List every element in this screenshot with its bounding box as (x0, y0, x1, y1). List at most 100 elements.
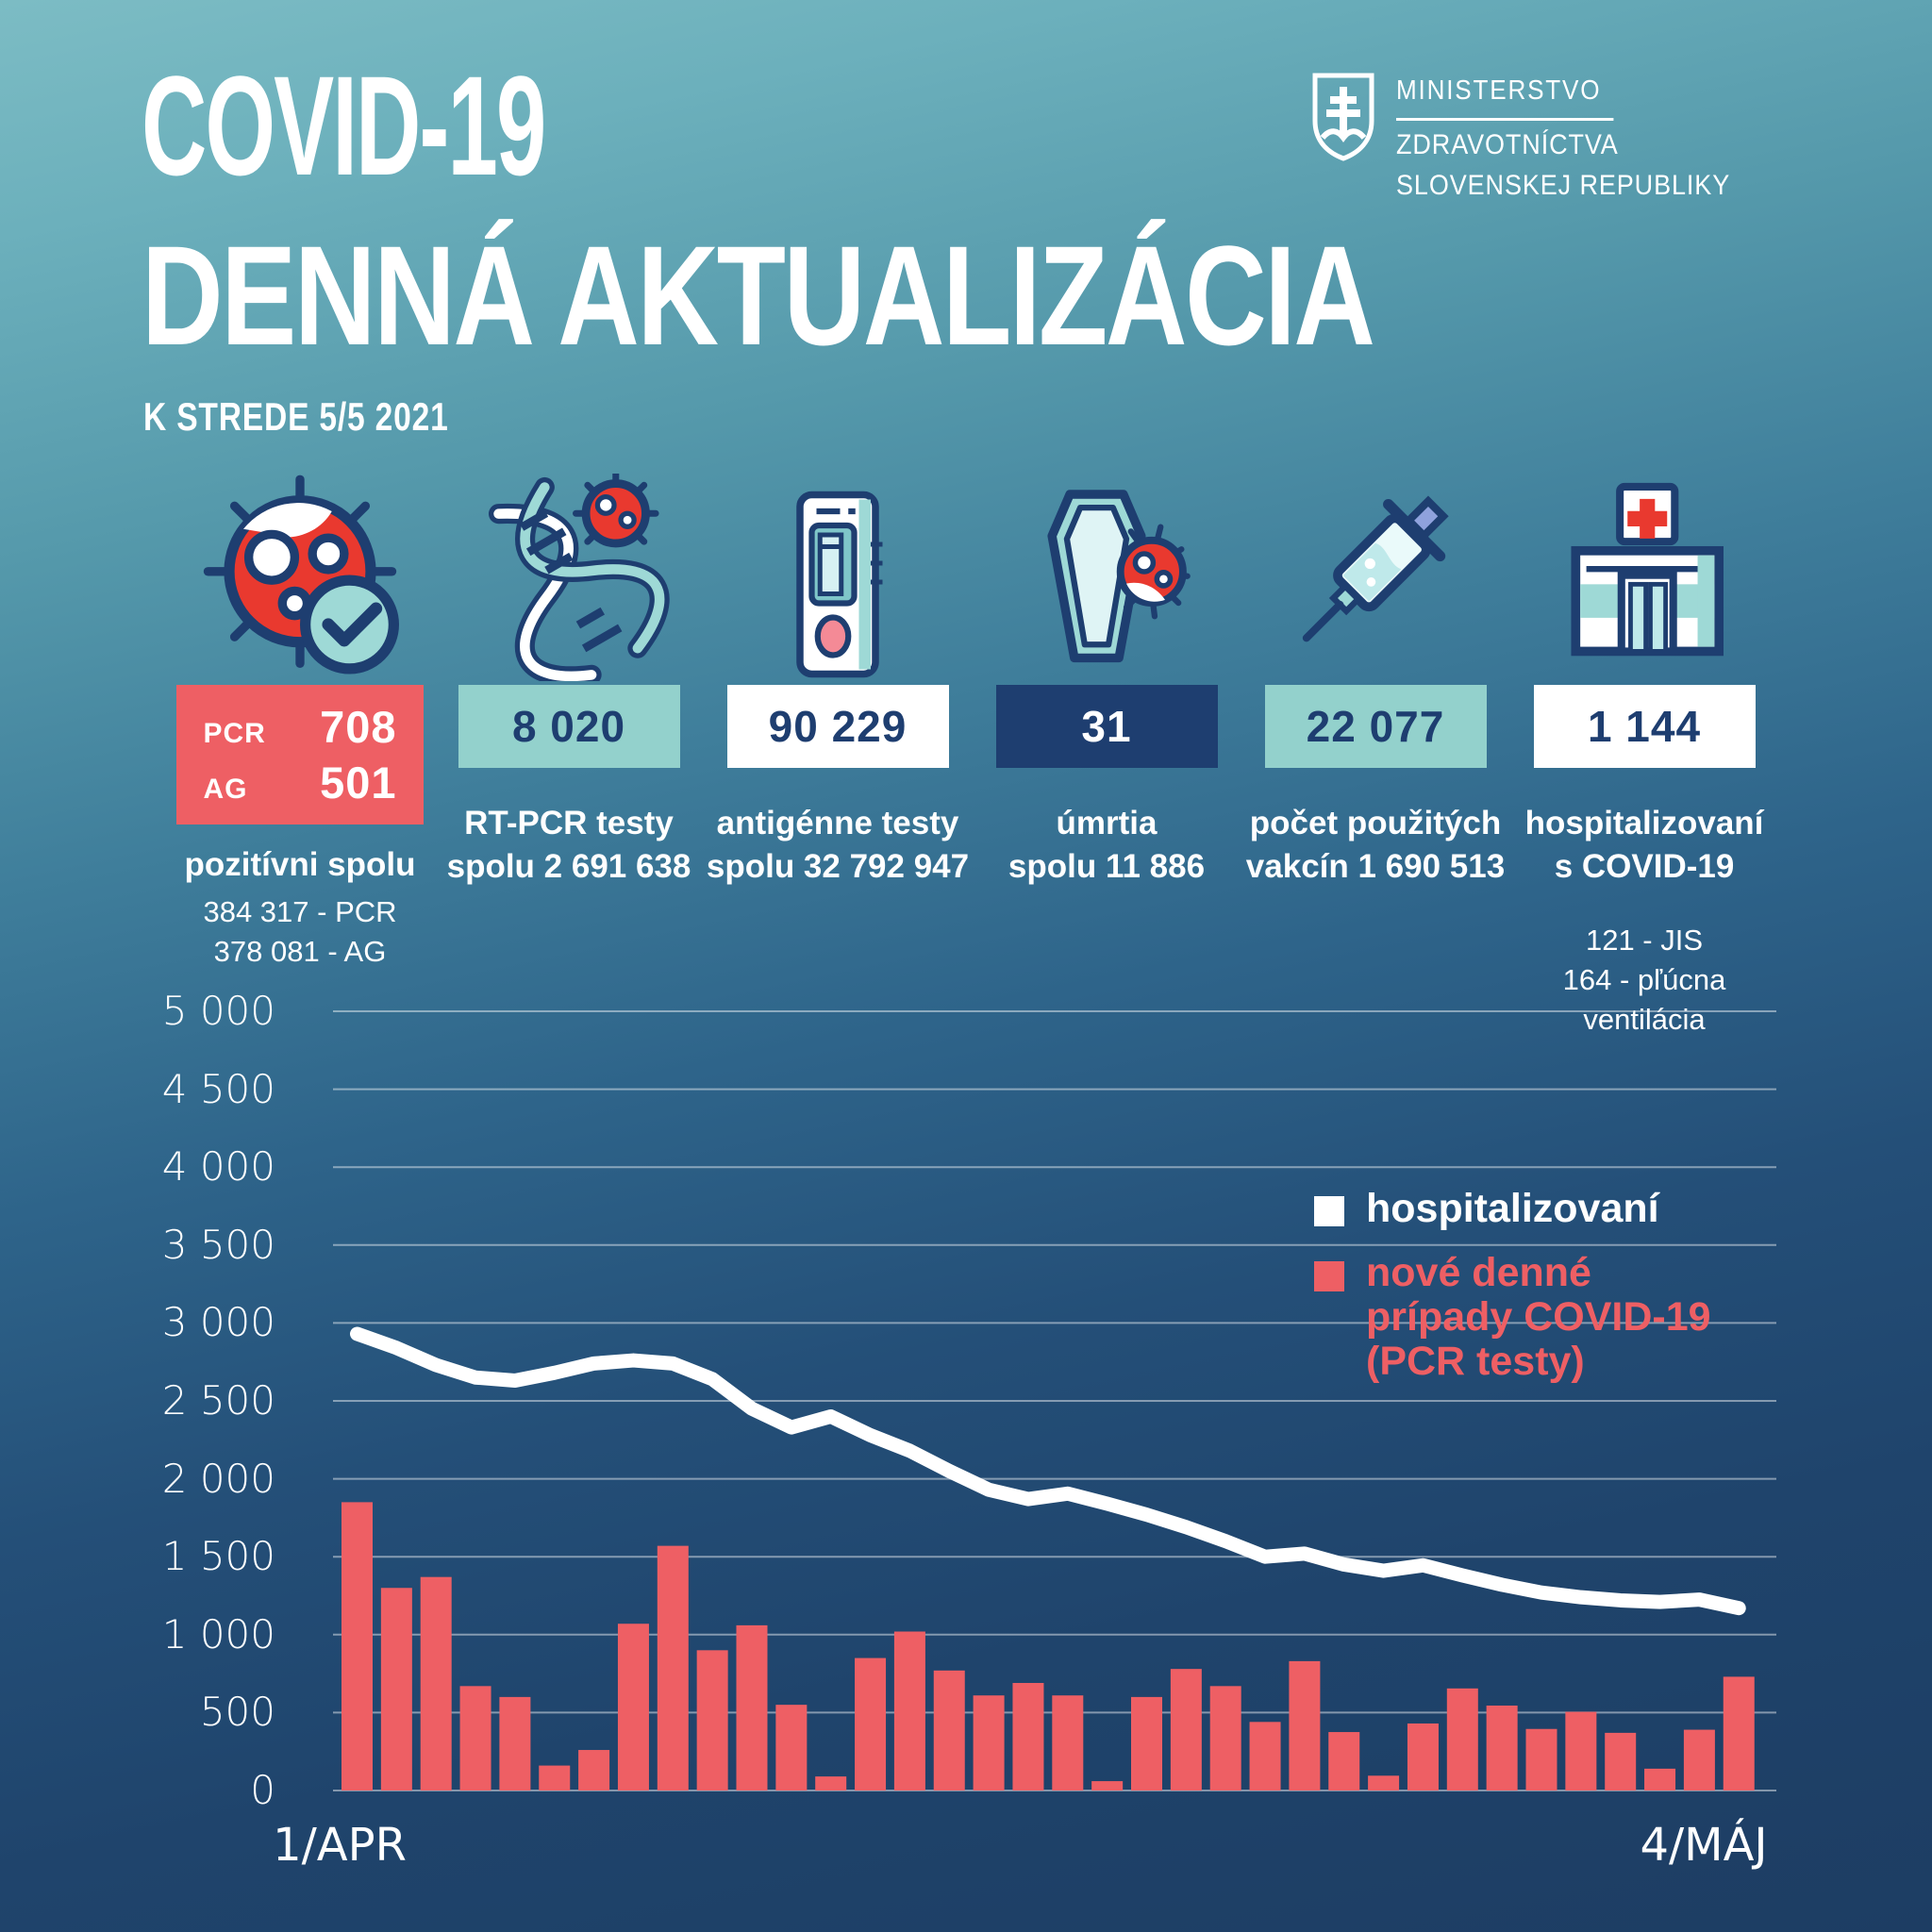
chart-bar-new-cases (617, 1624, 649, 1790)
y-tick-label: 5 000 (161, 988, 275, 1034)
chart-bar-new-cases (1131, 1696, 1162, 1790)
hospitalizations-line (350, 1326, 1746, 1616)
y-tick-label: 1 000 (161, 1610, 275, 1657)
chart-bar-new-cases (1170, 1669, 1202, 1790)
stat-row-ag: AG 501 (204, 757, 397, 808)
legend-swatch-hospitalized (1314, 1196, 1344, 1226)
antigen-test-icon (696, 457, 979, 681)
y-tick-label: 2 500 (161, 1377, 275, 1424)
y-tick-label: 500 (199, 1689, 275, 1736)
stat-value-ag: 501 (320, 758, 397, 808)
chart-bar-new-cases (657, 1545, 689, 1790)
chart-bar-new-cases (578, 1750, 610, 1790)
stat-caption-ag-tests: antigénne testy spolu 32 792 947 (706, 805, 970, 885)
stat-card-positive: PCR 708 AG 501 pozitívni spolu 384 317 -… (158, 457, 441, 972)
chart-bar-new-cases (696, 1650, 728, 1790)
chart-bar-new-cases (775, 1705, 808, 1790)
ministry-name-line3: SLOVENSKEJ REPUBLIKY (1396, 170, 1731, 201)
chart-bar-new-cases (1525, 1728, 1557, 1790)
chart-bar-new-cases (1249, 1722, 1281, 1790)
stat-details-hospitalized: 121 - JIS 164 - pľúcna ventilácia (1562, 924, 1726, 1036)
stat-box-vaccines: 22 077 (1264, 685, 1487, 768)
stat-box-positive: PCR 708 AG 501 (176, 685, 424, 824)
stat-box-deaths: 31 (995, 685, 1218, 768)
chart-bar-new-cases (855, 1657, 887, 1790)
chart-bar-new-cases (1368, 1775, 1400, 1790)
chart-bar-new-cases (420, 1576, 452, 1790)
stat-caption-vaccines: počet použitých vakcín 1 690 513 (1245, 805, 1506, 885)
chart-bar-new-cases (341, 1502, 373, 1790)
ministry-name-line2: ZDRAVOTNÍCTVA (1396, 129, 1619, 160)
stat-caption-deaths: úmrtia spolu 11 886 (1008, 805, 1206, 885)
coffin-virus-icon (965, 457, 1248, 681)
dna-virus-icon (427, 457, 710, 681)
stat-box-hospitalized: 1 144 (1533, 685, 1756, 768)
stat-card-pcr-tests: 8 020 RT-PCR testy spolu 2 691 638 (427, 457, 710, 889)
ministry-logo: MINISTERSTVO ZDRAVOTNÍCTVA SLOVENSKEJ RE… (1311, 72, 1767, 202)
page-title-line1: COVID-19 (142, 46, 546, 205)
chart-bar-new-cases (1091, 1781, 1124, 1790)
stat-value-deaths: 31 (1081, 702, 1132, 751)
chart-bar-new-cases (1052, 1695, 1084, 1790)
chart-bar-new-cases (973, 1695, 1005, 1790)
stat-value-ag-tests: 90 229 (768, 702, 908, 751)
ministry-name-line1: MINISTERSTVO (1396, 75, 1613, 121)
page-title-line2: DENNÁ AKTUALIZÁCIA (142, 216, 1375, 375)
chart-bar-new-cases (1209, 1686, 1241, 1790)
stat-box-ag-tests: 90 229 (726, 685, 949, 768)
chart-bar-new-cases (459, 1686, 491, 1790)
chart-bar-new-cases (1012, 1683, 1044, 1790)
stat-value-pcr-tests: 8 020 (511, 702, 626, 751)
virus-check-icon (158, 457, 441, 681)
stat-caption-pcr-tests: RT-PCR testy spolu 2 691 638 (446, 805, 691, 885)
legend-label-new-cases: nové denné prípady COVID-19 (PCR testy) (1366, 1250, 1711, 1384)
stat-card-deaths: 31 úmrtia spolu 11 886 (965, 457, 1248, 889)
page-subtitle-date: K STREDE 5/5 2021 (143, 394, 449, 439)
stat-card-vaccines: 22 077 počet použitých vakcín 1 690 513 (1234, 457, 1517, 889)
legend-swatch-new-cases (1314, 1261, 1344, 1291)
chart-bar-new-cases (1289, 1660, 1321, 1790)
hospital-icon (1503, 457, 1786, 681)
slovak-coat-of-arms-icon (1311, 72, 1375, 202)
y-tick-label: 3 000 (161, 1299, 275, 1346)
y-tick-label: 1 500 (161, 1533, 275, 1580)
chart-bar-new-cases (933, 1670, 965, 1790)
chart-bar-new-cases (1683, 1729, 1715, 1790)
chart-bar-new-cases (1644, 1768, 1676, 1790)
chart-bar-new-cases (1407, 1723, 1439, 1790)
chart-bar-new-cases (893, 1631, 925, 1790)
y-tick-label: 2 000 (161, 1455, 275, 1502)
chart-bar-new-cases (736, 1624, 768, 1790)
chart-bar-new-cases (1565, 1711, 1597, 1790)
x-axis-label-start: 1/APR (273, 1819, 407, 1872)
chart-bar-new-cases (815, 1776, 847, 1790)
stat-value-hospitalized: 1 144 (1587, 702, 1702, 751)
ministry-name: MINISTERSTVO ZDRAVOTNÍCTVA SLOVENSKEJ RE… (1396, 72, 1730, 202)
stats-row: PCR 708 AG 501 pozitívni spolu 384 317 -… (0, 457, 1932, 1036)
stat-value-pcr: 708 (320, 702, 397, 752)
stat-card-ag-tests: 90 229 antigénne testy spolu 32 792 947 (696, 457, 979, 889)
chart-bar-new-cases (539, 1765, 571, 1790)
chart-bar-new-cases (1605, 1732, 1637, 1790)
stat-value-vaccines: 22 077 (1306, 702, 1445, 751)
y-tick-label: 0 (250, 1767, 275, 1813)
stat-box-pcr-tests: 8 020 (458, 685, 680, 768)
y-tick-label: 4 500 (161, 1065, 275, 1112)
y-tick-label: 4 000 (161, 1143, 275, 1191)
stat-label-pcr: PCR (203, 718, 266, 749)
chart-bar-new-cases (1723, 1676, 1755, 1790)
chart-bar-new-cases (1446, 1688, 1478, 1790)
stat-caption-hospitalized: hospitalizovaní s COVID-19 (1524, 805, 1764, 885)
chart-bar-new-cases (499, 1696, 531, 1790)
stat-row-pcr: PCR 708 (204, 701, 397, 753)
stat-caption-positive: pozitívni spolu (184, 846, 416, 883)
stat-details-positive: 384 317 - PCR 378 081 - AG (203, 895, 397, 968)
x-axis-label-end: 4/MÁJ (1640, 1819, 1768, 1872)
chart-bar-new-cases (1328, 1732, 1360, 1790)
chart-bar-new-cases (380, 1588, 412, 1790)
stat-card-hospitalized: 1 144 hospitalizovaní s COVID-19 121 - J… (1503, 457, 1786, 1040)
y-tick-label: 3 500 (161, 1221, 275, 1268)
stat-label-ag: AG (203, 774, 248, 805)
